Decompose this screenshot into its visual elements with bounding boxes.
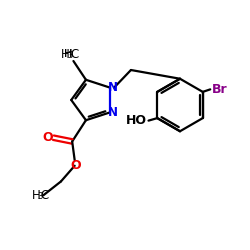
Text: 3: 3 [67, 51, 72, 60]
Text: H: H [64, 49, 72, 59]
Text: N: N [108, 106, 118, 119]
Text: O: O [42, 131, 53, 144]
Text: HO: HO [126, 114, 147, 127]
Text: C: C [40, 189, 48, 202]
Text: Br: Br [212, 83, 227, 96]
Text: H: H [61, 48, 70, 60]
Text: O: O [70, 159, 81, 172]
Text: C: C [71, 48, 79, 60]
Text: H: H [32, 189, 40, 202]
Text: N: N [108, 81, 118, 94]
Text: 3: 3 [37, 192, 43, 201]
Text: H: H [64, 49, 72, 59]
